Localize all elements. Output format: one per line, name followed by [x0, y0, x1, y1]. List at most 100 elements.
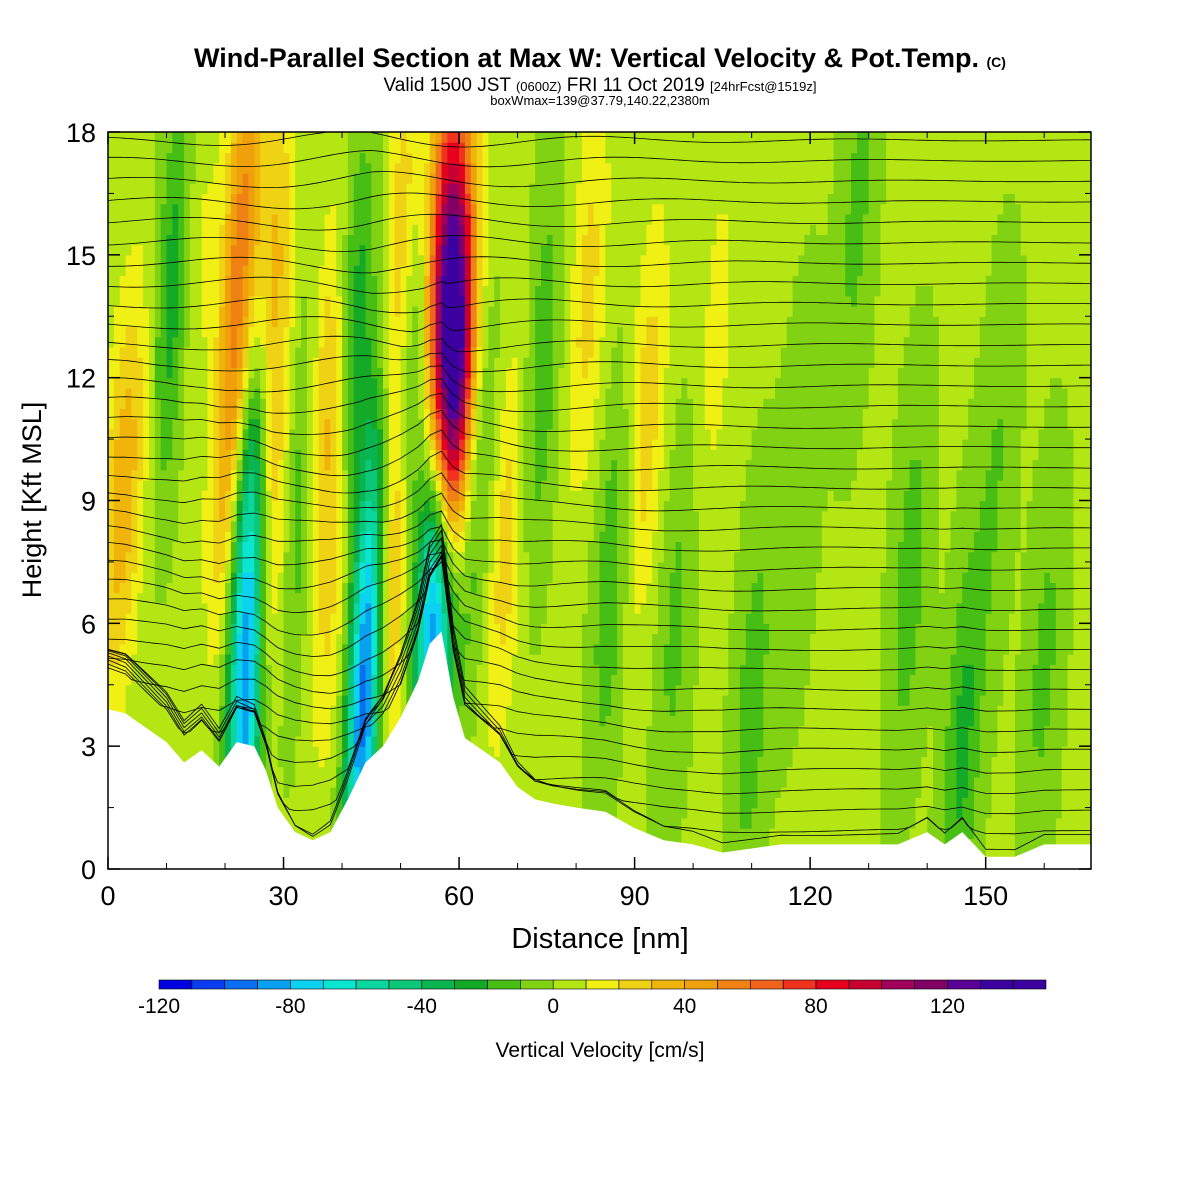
w-cell [265, 377, 273, 389]
w-cell [324, 582, 331, 594]
w-cell [505, 326, 513, 338]
w-cell [143, 531, 150, 543]
w-cell [154, 142, 162, 154]
w-cell [353, 408, 361, 420]
w-cell [137, 613, 144, 624]
w-cell [470, 357, 478, 369]
w-cell [131, 654, 138, 665]
w-cell [412, 295, 419, 307]
w-cell [195, 162, 203, 174]
w-cell [184, 643, 191, 655]
w-cell [394, 357, 402, 369]
w-cell [336, 183, 343, 195]
w-cell [482, 316, 489, 328]
w-cell [125, 684, 132, 696]
w-cell [494, 684, 501, 696]
w-cell [353, 183, 361, 195]
w-cell [464, 449, 472, 461]
w-cell [318, 561, 326, 573]
w-cell [336, 367, 343, 379]
w-cell [418, 613, 425, 624]
w-cell [353, 418, 361, 430]
w-cell [353, 254, 361, 266]
w-cell [230, 664, 238, 676]
w-cell [505, 285, 513, 297]
w-cell [172, 357, 179, 369]
w-cell [330, 234, 337, 246]
w-cell [365, 316, 372, 328]
w-cell [476, 224, 484, 235]
w-cell [488, 428, 495, 440]
w-cell [482, 561, 489, 573]
w-cell [423, 541, 431, 553]
w-cell [476, 428, 484, 440]
w-cell [488, 735, 495, 747]
w-cell [166, 582, 173, 594]
w-cell [166, 694, 173, 706]
w-cell [295, 807, 302, 819]
w-cell [476, 306, 484, 317]
w-cell [342, 193, 349, 205]
w-cell [377, 705, 384, 717]
w-cell [195, 500, 203, 512]
w-cell [347, 418, 355, 430]
w-cell [230, 398, 238, 409]
w-cell [324, 346, 331, 358]
w-cell [154, 132, 162, 143]
w-cell [195, 459, 203, 471]
w-cell [500, 336, 507, 348]
w-cell [371, 510, 378, 522]
w-cell [154, 643, 162, 655]
w-cell [359, 735, 367, 747]
w-cell [353, 387, 361, 399]
w-cell [108, 459, 115, 471]
w-cell [230, 193, 238, 205]
w-cell [184, 520, 191, 532]
w-cell [441, 449, 448, 461]
w-cell [271, 787, 279, 798]
w-cell [330, 480, 337, 491]
w-cell [166, 551, 173, 563]
w-cell [377, 725, 384, 737]
w-cell [482, 613, 489, 624]
w-cell [453, 234, 460, 246]
w-cell [248, 398, 255, 409]
w-cell [207, 203, 214, 215]
w-cell [423, 172, 431, 184]
w-cell [137, 705, 144, 717]
w-cell [213, 326, 220, 338]
w-cell [306, 234, 314, 246]
w-cell [324, 776, 331, 788]
w-cell [207, 172, 214, 184]
w-cell [195, 346, 203, 358]
w-cell [453, 326, 460, 338]
w-cell [423, 224, 431, 235]
w-cell [342, 613, 349, 624]
w-cell [195, 213, 203, 225]
w-cell [365, 213, 372, 225]
w-cell [412, 520, 419, 532]
w-cell [400, 326, 408, 338]
w-cell [154, 469, 162, 481]
w-cell [154, 326, 162, 338]
w-cell [178, 172, 185, 184]
w-cell [230, 623, 238, 635]
w-cell [131, 285, 138, 297]
w-cell [148, 172, 156, 184]
w-cell [412, 459, 419, 471]
w-cell [476, 735, 484, 747]
w-cell [137, 285, 144, 297]
w-cell [301, 336, 308, 348]
w-cell [260, 183, 267, 195]
w-cell [441, 490, 448, 502]
w-cell [230, 132, 238, 143]
w-cell [453, 582, 460, 594]
w-cell [277, 172, 285, 184]
w-cell [347, 572, 355, 583]
w-cell [213, 725, 220, 737]
w-cell [429, 162, 437, 174]
w-cell [476, 633, 484, 645]
w-cell [441, 285, 448, 297]
w-cell [336, 623, 343, 635]
w-cell [248, 572, 255, 583]
